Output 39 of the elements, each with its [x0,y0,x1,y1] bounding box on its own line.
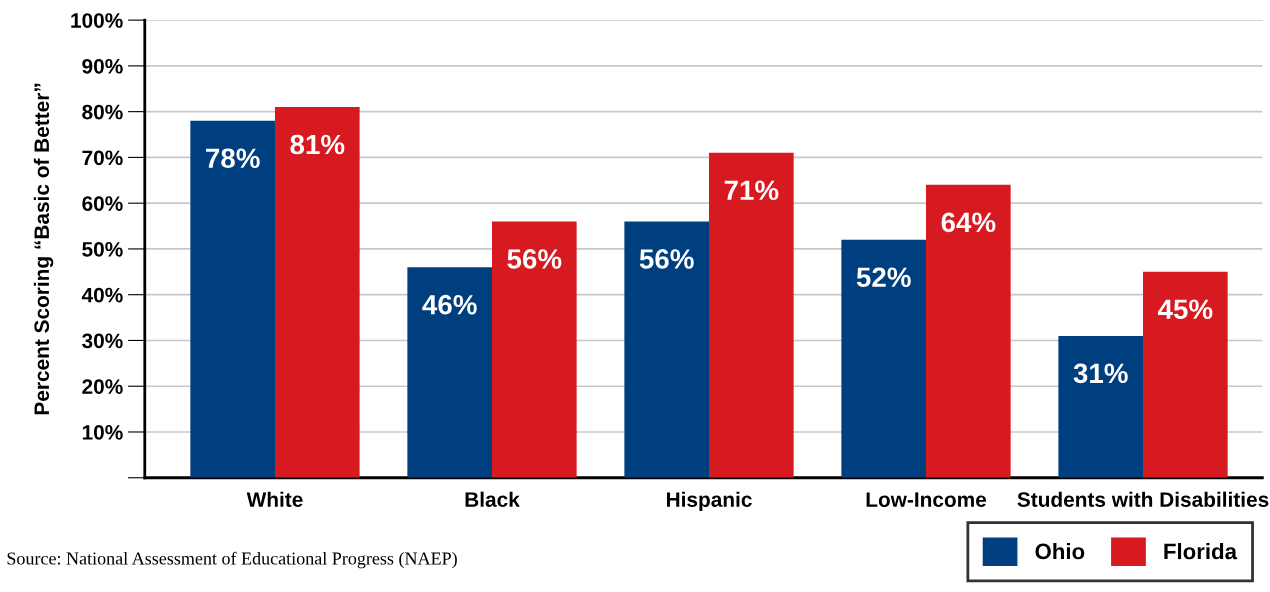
bar [190,120,275,478]
legend-label: Florida [1164,543,1238,560]
bar [1058,335,1144,478]
text: 78% [206,148,260,169]
legend-label: Ohio [1035,543,1085,560]
text: 31% [1073,363,1128,384]
y-tick-label: 80% [82,104,123,120]
x-tick-label: Black [465,491,520,507]
bar [624,221,710,478]
text: 64% [941,212,996,233]
y-tick-label: 70% [82,150,123,166]
text: 71% [724,180,779,201]
y-tick-label: 100% [71,13,123,28]
y-tick-label: 20% [82,379,123,394]
y-tick-label: 40% [81,287,123,303]
y-tick-label: 10% [82,424,123,440]
x-tick-label: White [246,491,303,507]
x-tick-label: Hispanic [666,491,752,512]
y-axis-title: Percent Scoring “Basic of Better” [33,83,54,415]
bar [1143,271,1228,478]
text: 46% [422,294,477,315]
bar [709,152,794,478]
bar [274,107,360,478]
text: 56% [507,249,562,269]
bar [926,184,1011,478]
text: 45% [1157,299,1213,320]
bar [841,239,927,478]
bar [492,221,577,478]
text: 56% [639,249,694,269]
y-tick-label: 30% [82,333,123,349]
y-tick-label: 60% [82,196,123,211]
y-tick-label: 90% [82,58,123,74]
source-note: Source: National Assessment of Educational Progress (NAEP) [7,551,457,569]
y-tick-label: 50% [82,241,123,257]
x-tick-label: Students with Disabilities [1017,491,1269,507]
text: 52% [856,267,911,288]
bar [407,267,492,478]
x-tick-label: Low-Income [866,492,987,507]
text: 81% [290,134,345,155]
